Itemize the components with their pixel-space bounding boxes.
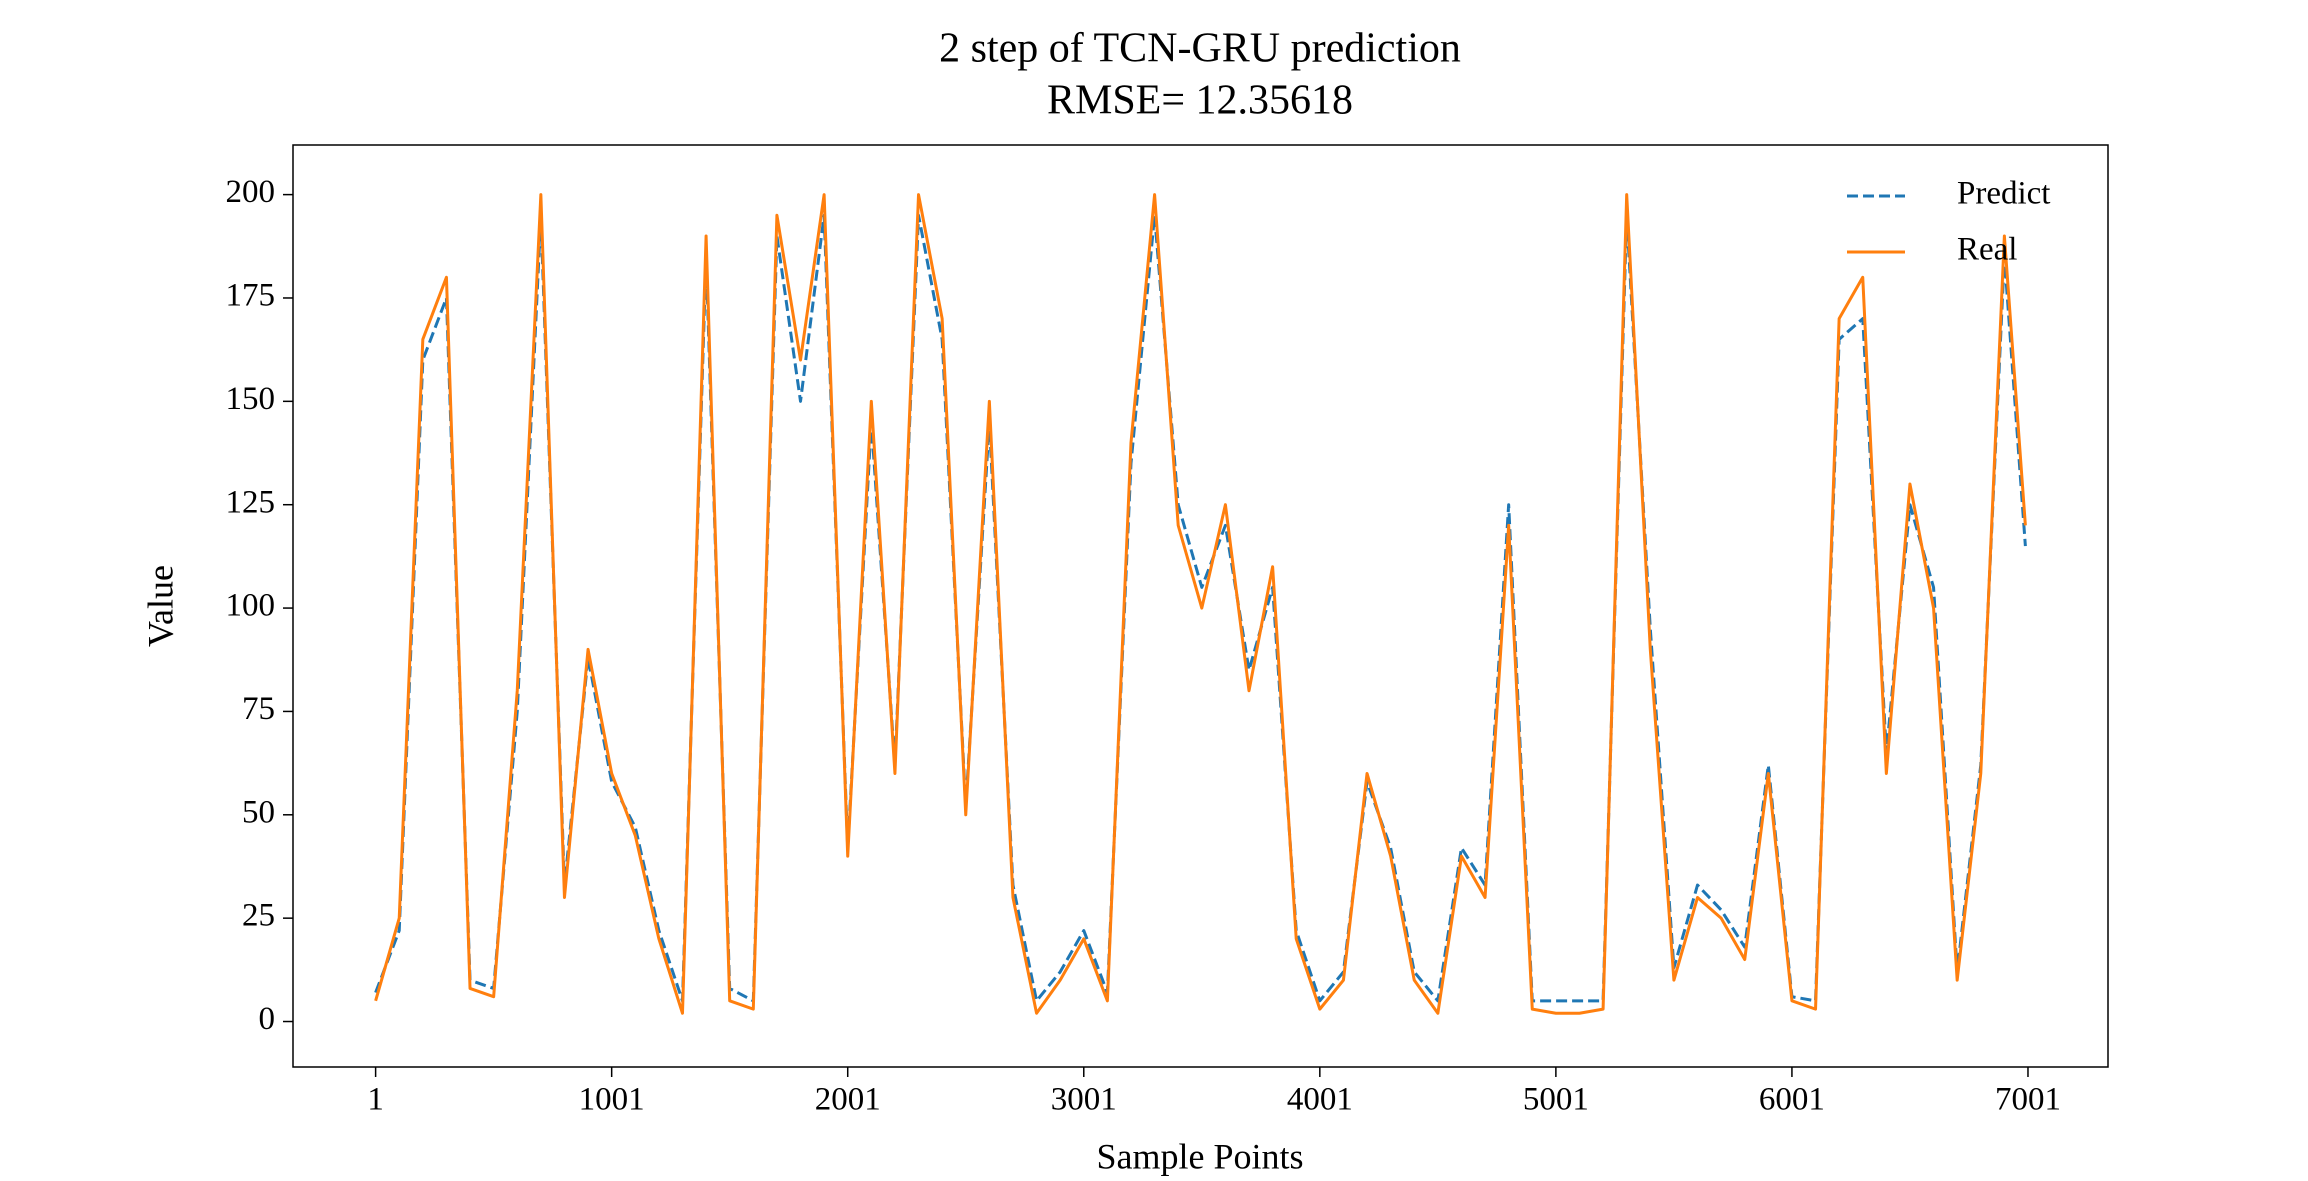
x-tick-label: 1001 (579, 1082, 645, 1118)
plot-frame (292, 144, 2109, 1068)
y-axis-label: Value (140, 565, 180, 647)
x-tick-label: 6001 (1759, 1082, 1825, 1118)
y-tick-label: 75 (242, 691, 275, 727)
y-tick-label: 0 (259, 1001, 276, 1037)
y-tick-label: 100 (226, 588, 276, 624)
legend-label: Real (1957, 232, 2017, 268)
legend-label: Predict (1957, 176, 2050, 212)
y-tick-label: 175 (226, 278, 276, 314)
y-tick-label: 125 (226, 484, 276, 520)
x-axis-label: Sample Points (1096, 1136, 1303, 1176)
x-tick-label: 2001 (815, 1082, 881, 1118)
x-tick-label: 7001 (1995, 1082, 2061, 1118)
y-tick-label: 200 (226, 174, 276, 210)
y-tick-label: 150 (226, 381, 276, 417)
y-tick-label: 50 (242, 794, 275, 830)
x-tick-label: 3001 (1051, 1082, 1117, 1118)
chart-title: 2 step of TCN-GRU prediction (939, 26, 1461, 72)
x-tick-label: 5001 (1523, 1082, 1589, 1118)
chart-subtitle: RMSE= 12.35618 (1047, 78, 1353, 124)
x-tick-label: 1 (367, 1082, 384, 1118)
y-tick-label: 25 (242, 898, 275, 934)
series-line (374, 193, 2027, 1015)
x-tick-label: 4001 (1287, 1082, 1353, 1118)
